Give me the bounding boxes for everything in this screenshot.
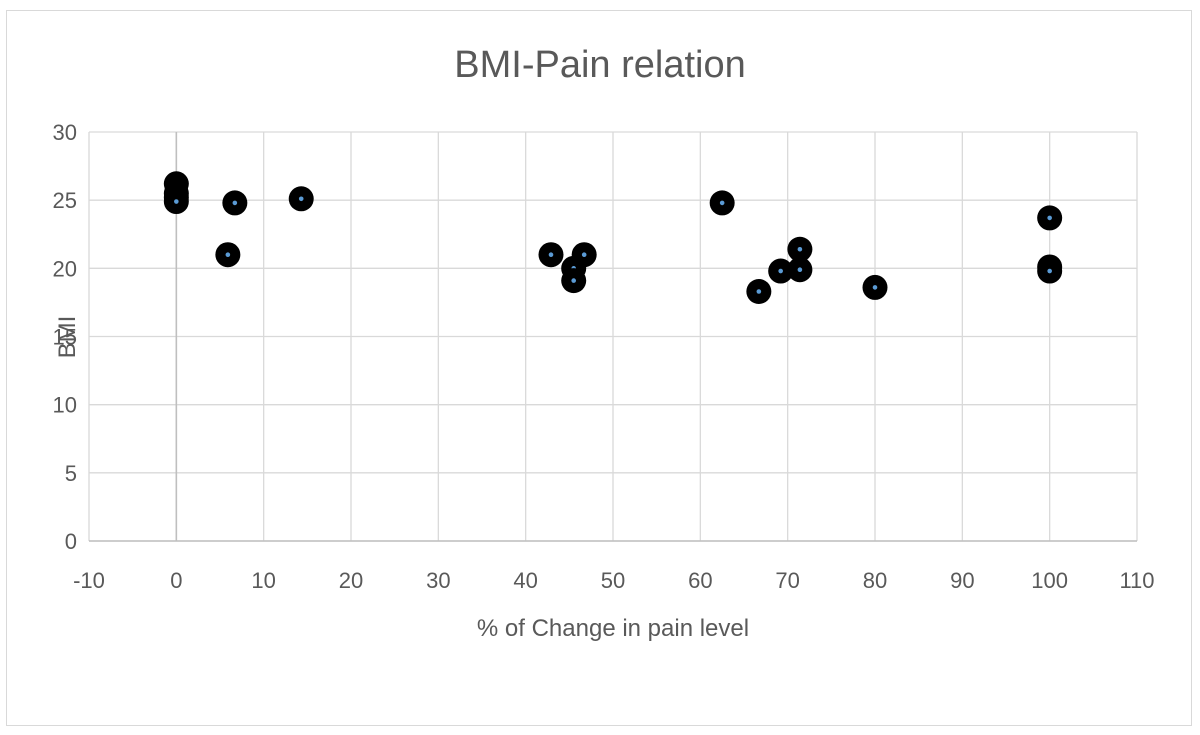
y-tick-label: 10 [53, 393, 77, 418]
x-tick-label: 50 [601, 568, 625, 593]
data-point [288, 186, 314, 212]
point-center [797, 246, 803, 252]
x-tick-label: 70 [775, 568, 799, 593]
y-tick-label: 20 [53, 256, 77, 281]
data-point [787, 257, 813, 283]
point-center [174, 199, 179, 204]
point-center [232, 200, 238, 206]
chart-area [6, 10, 1192, 726]
y-tick-label: 30 [53, 120, 77, 145]
data-point [1037, 205, 1063, 231]
point-center [756, 289, 762, 294]
x-tick-label: 90 [950, 568, 974, 593]
x-tick-label: 0 [170, 568, 182, 593]
point-center [298, 196, 304, 202]
x-tick-label: -10 [73, 568, 105, 593]
point-center [719, 200, 725, 206]
x-tick-label: 100 [1031, 568, 1068, 593]
point-center [1047, 215, 1052, 221]
gridlines [88, 131, 1138, 542]
y-tick-label: 5 [65, 461, 77, 486]
data-point [163, 189, 189, 215]
x-tick-label: 80 [863, 568, 887, 593]
data-point [1037, 258, 1063, 284]
point-center [797, 267, 803, 272]
x-tick-label: 20 [339, 568, 363, 593]
data-point [538, 242, 564, 268]
y-axis-ticks: 0 5 10 15 20 25 30 [53, 120, 77, 554]
point-center [778, 268, 783, 274]
data-point [571, 242, 597, 268]
point-center [548, 252, 554, 257]
y-axis-title: BMI [54, 316, 81, 359]
data-point [561, 268, 587, 294]
data-point [862, 274, 888, 300]
x-tick-label: 10 [251, 568, 275, 593]
x-tick-label: 40 [513, 568, 537, 593]
point-center [872, 285, 878, 290]
point-center [581, 252, 587, 257]
chart-title: BMI-Pain relation [454, 44, 745, 86]
x-tick-label: 30 [426, 568, 450, 593]
x-axis-title: % of Change in pain level [477, 615, 749, 642]
x-tick-label: 60 [688, 568, 712, 593]
data-point [787, 236, 813, 262]
y-tick-label: 25 [53, 188, 77, 213]
x-tick-label: 110 [1119, 568, 1154, 593]
point-center [225, 252, 231, 257]
x-axis-ticks: -10 0 10 20 30 40 50 60 70 80 90 100 110 [73, 568, 1154, 593]
data-point [709, 190, 735, 216]
y-tick-label: 0 [65, 529, 77, 554]
y-tick-label: 15 [53, 325, 77, 350]
point-center [571, 278, 576, 283]
data-point [222, 190, 248, 216]
data-points [163, 171, 1063, 305]
data-point [768, 258, 794, 284]
data-point [215, 242, 241, 268]
data-point [746, 279, 772, 305]
point-center [1047, 268, 1052, 274]
